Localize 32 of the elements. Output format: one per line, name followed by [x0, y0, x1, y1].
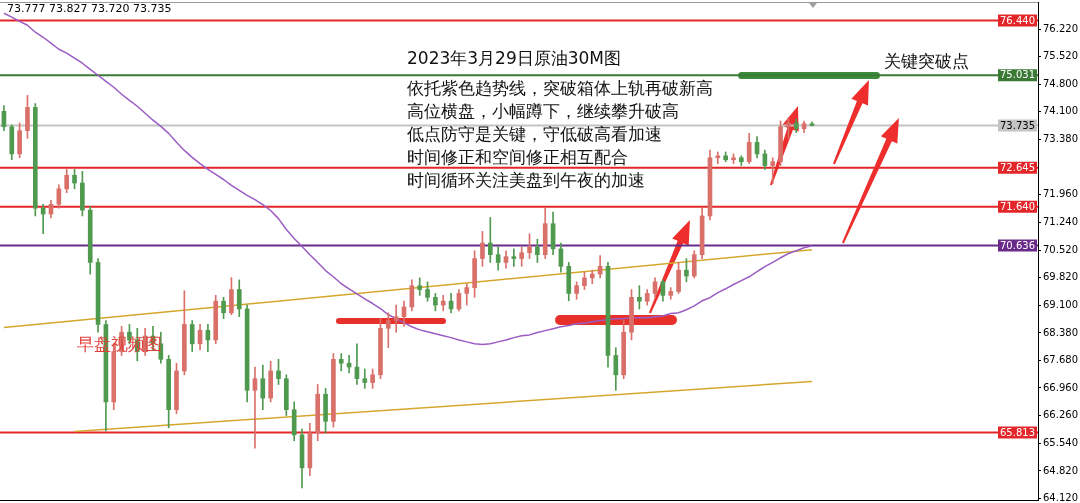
- annotation: 高位横盘，小幅蹲下，继续攀升破高: [407, 101, 679, 121]
- y-tick-label: 70.520: [1043, 243, 1078, 255]
- y-tick-label: 75.520: [1043, 49, 1078, 61]
- annotation: 73.777 73.827 73.720 73.735: [7, 2, 172, 15]
- ref-line-label: 76.440: [1000, 14, 1035, 26]
- y-tick-label: 64.120: [1043, 491, 1078, 503]
- ref-line-label: 65.813: [1000, 426, 1035, 438]
- y-tick-label: 71.960: [1043, 187, 1078, 199]
- annotation: 时间循环关注美盘到午夜的加速: [407, 170, 645, 190]
- y-tick-label: 74.100: [1043, 104, 1078, 116]
- y-tick-label: 66.260: [1043, 408, 1078, 420]
- y-tick-label: 71.240: [1043, 215, 1078, 227]
- y-tick-label: 74.800: [1043, 77, 1078, 89]
- y-tick-label: 73.380: [1043, 132, 1078, 144]
- y-tick-label: 76.220: [1043, 22, 1078, 34]
- text: 2023年3月29日原油30M图: [407, 48, 622, 68]
- annotation: 关键突破点: [884, 51, 969, 72]
- y-tick-label: 67.680: [1043, 353, 1078, 365]
- ref-line-label: 70.636: [1000, 239, 1035, 251]
- ref-line-label: 72.645: [1000, 161, 1035, 173]
- ref-line-label: 75.031: [1000, 69, 1035, 81]
- annotation: 依托紫色趋势线，突破箱体上轨再破新高: [407, 78, 713, 98]
- y-tick-label: 69.100: [1043, 298, 1078, 310]
- y-tick-label: 65.540: [1043, 436, 1078, 448]
- y-tick-label: 66.960: [1043, 381, 1078, 393]
- y-tick-label: 64.820: [1043, 464, 1078, 476]
- y-tick-label: 68.380: [1043, 326, 1078, 338]
- ref-line-label: 73.735: [1000, 119, 1035, 131]
- annotation: 低点防守是关键，守低破高看加速: [407, 124, 662, 144]
- y-tick-label: 69.820: [1043, 270, 1078, 282]
- ref-line-label: 71.640: [1000, 200, 1035, 212]
- annotation: 时间修正和空间修正相互配合: [407, 147, 628, 167]
